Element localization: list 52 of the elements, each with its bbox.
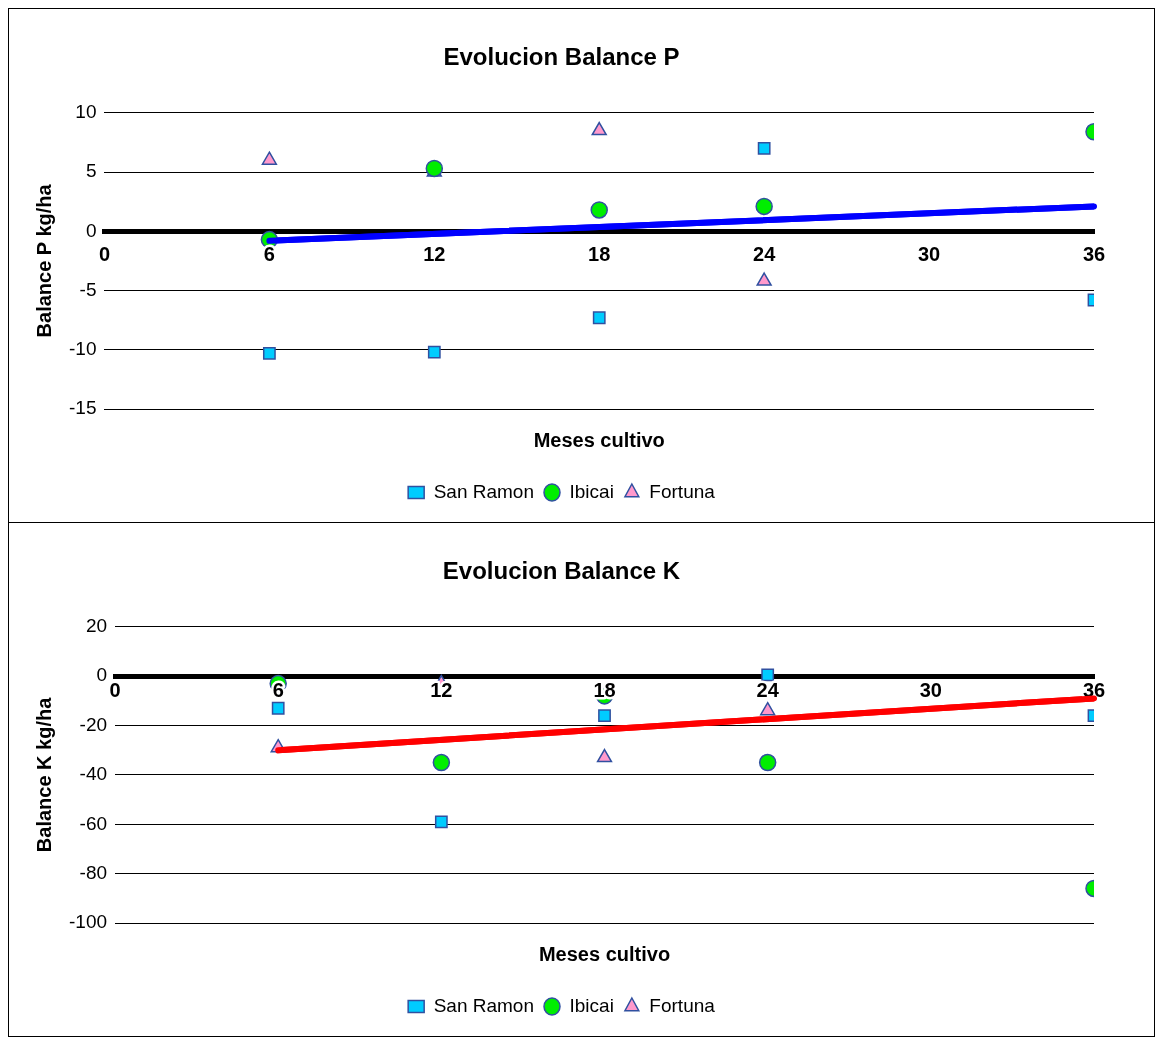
y-tick-label: -15 [68, 397, 97, 419]
point [271, 701, 285, 715]
point [262, 346, 276, 360]
point [591, 121, 607, 136]
point [261, 151, 278, 165]
point [434, 815, 448, 829]
y-axis-title: Balance K kg/ha [32, 696, 55, 853]
point [757, 141, 771, 155]
y-tick-label: -20 [79, 713, 108, 735]
legend-label: San Ramon [433, 994, 535, 1016]
point [427, 345, 441, 359]
y-tick-label: -60 [79, 812, 108, 834]
chart-title: Evolucion Balance P [443, 43, 680, 71]
point [598, 709, 611, 723]
y-tick-label: 5 [85, 160, 97, 182]
y-tick-label: 0 [85, 219, 97, 241]
x-tick-label: 6 [263, 242, 275, 265]
legend-label: San Ramon [433, 480, 535, 502]
x-axis-title: Meses cultivo [533, 428, 665, 451]
point [758, 753, 777, 772]
y-tick-label: 10 [75, 101, 97, 123]
y-tick-label: -5 [79, 278, 97, 300]
point [760, 701, 776, 716]
x-axis-title: Meses cultivo [538, 942, 671, 965]
x-tick-label: 6 [272, 678, 284, 701]
y-tick-label: -100 [69, 911, 108, 933]
legend-label: Ibicai [569, 994, 614, 1016]
y-tick-label: -10 [68, 337, 97, 359]
point [755, 197, 773, 216]
x-tick-label: 30 [917, 242, 941, 265]
point [596, 748, 613, 763]
chart-title: Evolucion Balance K [442, 557, 681, 585]
legend-label: Fortuna [649, 480, 716, 502]
y-tick-label: -40 [79, 763, 108, 785]
y-tick-label: 20 [85, 615, 108, 637]
x-tick-label: 30 [919, 678, 942, 701]
x-tick-label: 24 [756, 678, 780, 701]
point [761, 668, 775, 682]
point [592, 311, 606, 325]
x-tick-label: 18 [588, 242, 611, 265]
y-tick-label: -80 [79, 861, 108, 883]
legend-label: Fortuna [649, 994, 716, 1016]
y-tick-label: 0 [96, 664, 108, 686]
legend-label: Ibicai [569, 480, 614, 502]
x-tick-label: 24 [753, 242, 777, 265]
x-tick-label: 36 [1082, 242, 1106, 265]
point [756, 272, 772, 286]
point [432, 753, 451, 772]
y-axis-title: Balance P kg/ha [32, 183, 55, 338]
x-tick-label: 36 [1082, 678, 1106, 701]
x-tick-label: 12 [423, 242, 446, 265]
point [590, 201, 608, 219]
